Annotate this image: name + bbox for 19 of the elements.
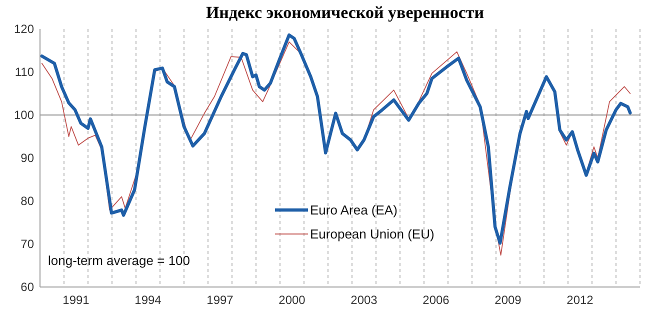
- legend-label: European Union (EU): [310, 226, 434, 242]
- x-tick-label: 2003: [350, 293, 378, 307]
- x-tick-label: 1991: [62, 293, 90, 307]
- y-tick-label: 80: [20, 194, 34, 208]
- annotation: long-term average = 100: [48, 253, 190, 268]
- x-tick-label: 2006: [422, 293, 450, 307]
- y-tick-label: 110: [14, 65, 34, 80]
- chart-title: Индекс экономической уверенности: [206, 3, 484, 22]
- y-tick-label: 120: [14, 22, 34, 36]
- x-tick-label: 1994: [134, 293, 162, 307]
- x-tick-label: 2012: [566, 293, 594, 307]
- x-tick-label: 1997: [206, 293, 234, 307]
- legend-label: Euro Area (EA): [310, 202, 398, 218]
- y-tick-label: 70: [20, 237, 34, 252]
- x-tick-label: 2000: [278, 293, 306, 307]
- x-tick-label: 2009: [494, 293, 522, 307]
- y-tick-label: 100: [14, 108, 34, 122]
- y-tick-label: 90: [20, 151, 34, 166]
- y-tick-label: 60: [20, 280, 34, 294]
